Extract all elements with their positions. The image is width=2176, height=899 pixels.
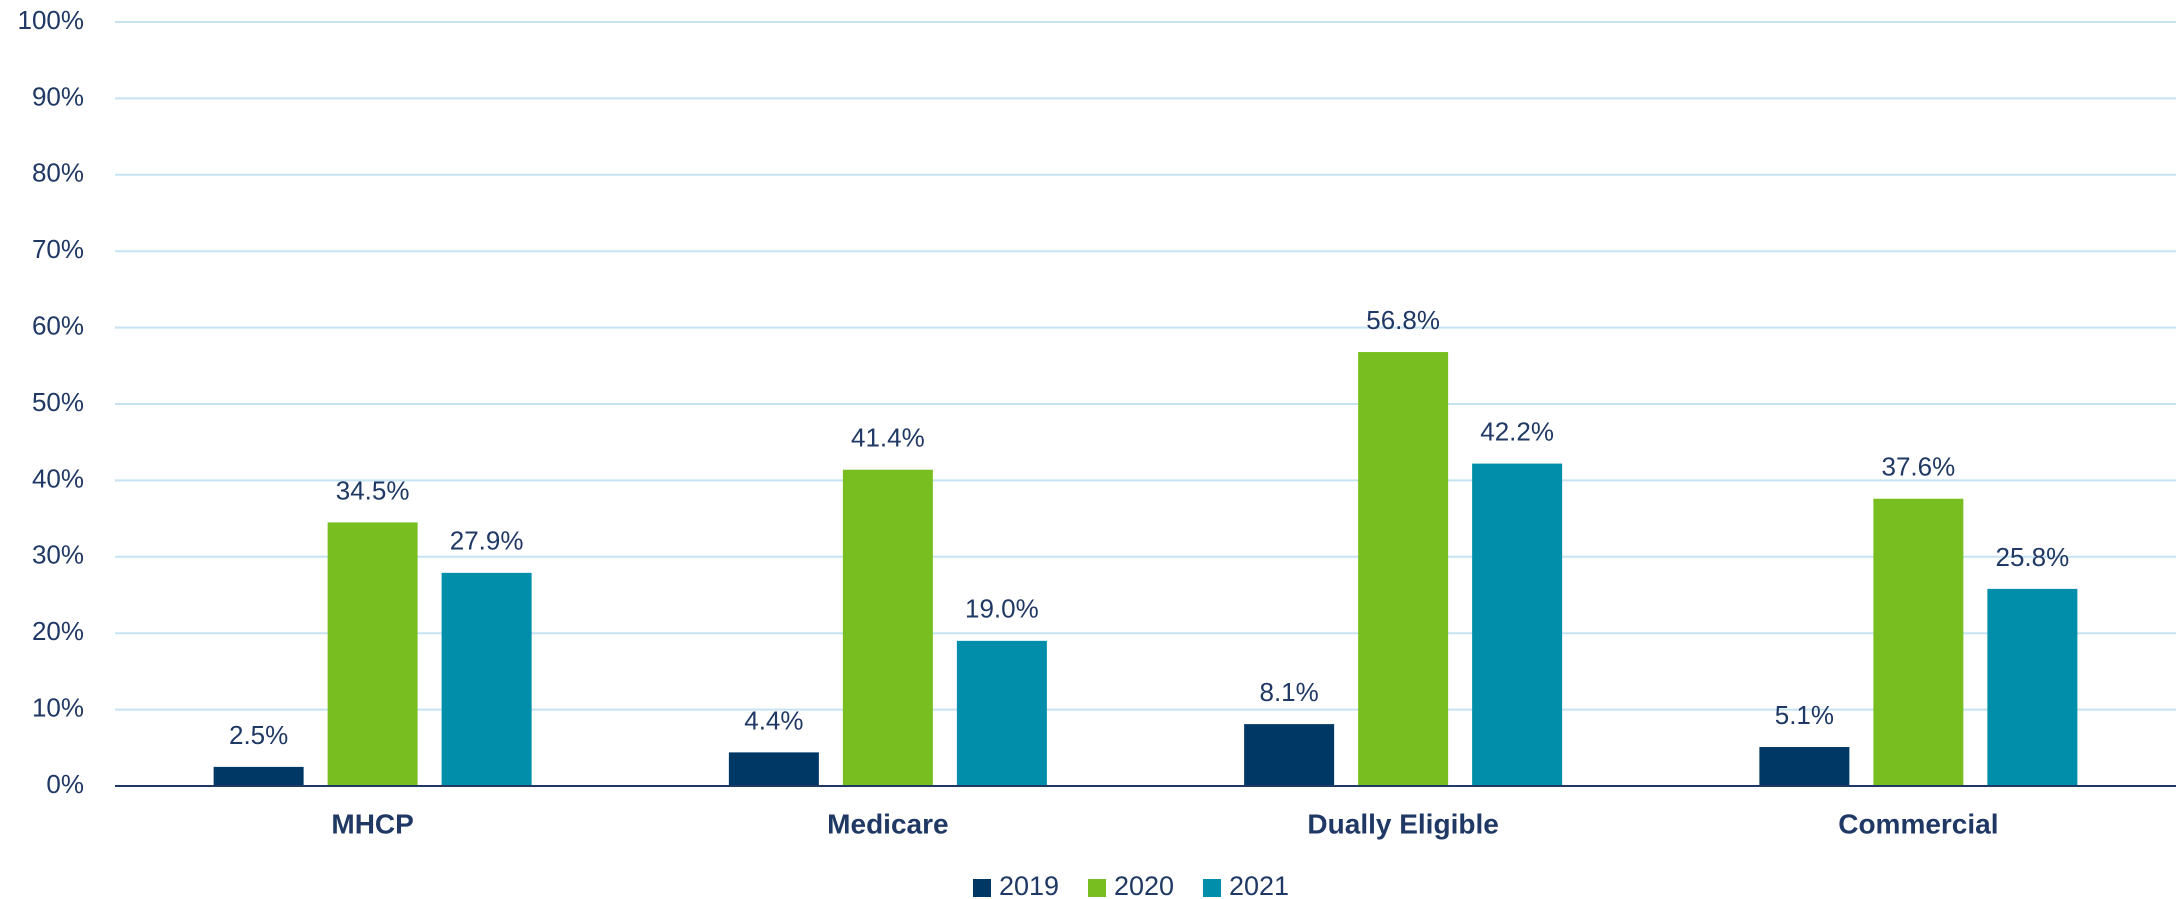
bar [842, 469, 933, 786]
bar [327, 522, 418, 786]
bar [1759, 747, 1850, 786]
y-tick-label: 0% [46, 769, 84, 799]
y-tick-label: 80% [32, 158, 84, 188]
x-tick-label: Commercial [1838, 808, 1998, 839]
x-tick-label: MHCP [331, 808, 413, 839]
bar [956, 640, 1047, 786]
bar [213, 766, 304, 786]
data-label: 37.6% [1882, 452, 1956, 482]
y-tick-label: 30% [32, 540, 84, 570]
legend-swatch [1088, 879, 1106, 897]
y-tick-label: 50% [32, 387, 84, 417]
data-label: 2.5% [229, 720, 288, 750]
data-label: 25.8% [1996, 542, 2070, 572]
bar [1987, 588, 2078, 786]
bar [1358, 352, 1449, 786]
bar [1873, 498, 1964, 786]
legend-label: 2020 [1114, 871, 1174, 899]
data-label: 41.4% [851, 423, 925, 453]
y-tick-label: 40% [32, 463, 84, 493]
y-tick-label: 20% [32, 616, 84, 646]
y-tick-label: 10% [32, 692, 84, 722]
x-tick-label: Dually Eligible [1307, 808, 1498, 839]
y-tick-label: 60% [32, 310, 84, 340]
legend-label: 2019 [999, 871, 1059, 899]
data-label: 4.4% [744, 705, 803, 735]
y-tick-label: 100% [18, 5, 85, 35]
data-label: 5.1% [1775, 700, 1834, 730]
data-label: 34.5% [336, 475, 410, 505]
x-tick-label: Medicare [827, 808, 948, 839]
bar [1472, 463, 1563, 786]
y-tick-label: 70% [32, 234, 84, 264]
legend-swatch [1203, 879, 1221, 897]
bar [1244, 724, 1335, 786]
legend-label: 2021 [1229, 871, 1289, 899]
bar [441, 572, 532, 786]
bar [728, 752, 819, 786]
data-label: 56.8% [1366, 305, 1440, 335]
data-label: 19.0% [965, 594, 1039, 624]
data-label: 42.2% [1480, 416, 1554, 446]
data-label: 27.9% [450, 526, 524, 556]
data-label: 8.1% [1259, 677, 1318, 707]
legend-swatch [973, 879, 991, 897]
y-tick-label: 90% [32, 81, 84, 111]
